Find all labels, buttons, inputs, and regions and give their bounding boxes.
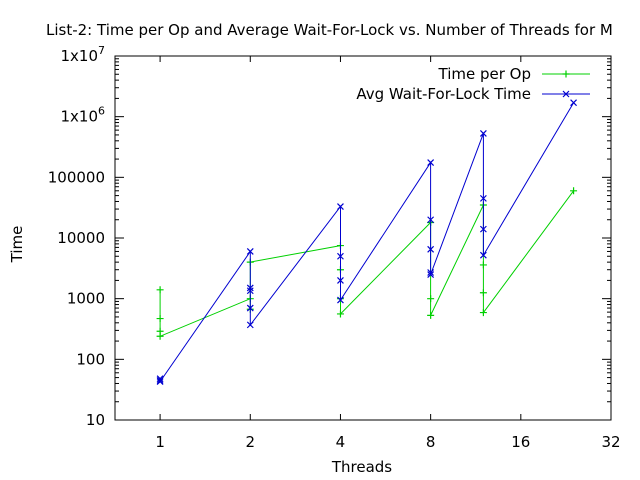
time-per-op-point: [479, 261, 487, 269]
wait-for-lock-point: [246, 284, 254, 292]
axes: 1 2 4 8 16 32 10 100 1000 10000 100000 1x106 1x107: [48, 44, 621, 451]
wait-for-lock-point: [570, 99, 577, 107]
time-per-op-point: [479, 289, 487, 297]
time-per-op-point: [427, 311, 435, 319]
wait-for-lock-point: [427, 159, 435, 167]
x-tick-label: 2: [246, 433, 256, 451]
wait-for-lock-point: [246, 287, 254, 295]
wait-for-lock-point: [479, 129, 487, 137]
time-per-op-point: [427, 295, 435, 303]
wait-for-lock-point: [479, 225, 487, 233]
x-tick-label: 8: [426, 433, 436, 451]
wait-for-lock-point: [337, 203, 344, 210]
time-per-op-point: [156, 332, 164, 340]
time-per-op-point: [479, 309, 487, 317]
legend-marker-1: [562, 70, 570, 78]
time-per-op-point: [156, 315, 164, 323]
wait-for-lock-point: [156, 375, 164, 383]
y-tick-exponent: 7: [98, 44, 105, 57]
y-tick-label: 1x107: [60, 44, 105, 65]
time-per-op-point: [156, 286, 164, 294]
chart-title: List-2: Time per Op and Average Wait-For…: [46, 21, 613, 39]
legend-marker-2: [562, 90, 570, 98]
y-tick-label: 1x106: [60, 105, 105, 126]
series-line-2: [159, 102, 575, 384]
series-layer: [156, 99, 578, 385]
wait-for-lock-point: [156, 376, 164, 384]
y-tick-label: 100000: [48, 168, 105, 186]
wait-for-lock-point: [479, 194, 487, 202]
wait-for-lock-point: [156, 378, 164, 385]
wait-for-lock-point: [337, 296, 344, 304]
y-tick-label: 10: [86, 411, 105, 429]
x-tick-label: 32: [601, 433, 620, 451]
wait-for-lock-point: [246, 304, 254, 312]
wait-for-lock-point: [337, 276, 344, 284]
x-tick-label: 16: [511, 433, 530, 451]
wait-for-lock-point: [427, 271, 435, 278]
wait-for-lock-point: [427, 216, 435, 224]
wait-for-lock-point: [427, 245, 435, 253]
wait-for-lock-point: [246, 248, 254, 255]
y-tick-exponent: 6: [98, 105, 105, 118]
y-axis-label: Time: [8, 226, 26, 264]
legend-label-2: Avg Wait-For-Lock Time: [356, 85, 531, 103]
time-per-op-point: [336, 310, 344, 318]
x-axis-label: Threads: [331, 458, 392, 476]
wait-for-lock-point: [246, 321, 254, 329]
wait-for-lock-point: [337, 252, 344, 260]
x-tick-label: 4: [336, 433, 346, 451]
legend: Time per Op Avg Wait-For-Lock Time: [356, 65, 590, 103]
x-tick-label: 1: [155, 433, 165, 451]
wait-for-lock-point: [427, 269, 435, 276]
y-tick-label: 1000: [67, 290, 105, 308]
wait-for-lock-point: [479, 251, 487, 259]
time-per-op-point: [570, 187, 578, 195]
y-tick-label: 100: [76, 350, 105, 368]
legend-label-1: Time per Op: [438, 65, 532, 83]
y-tick-label: 10000: [57, 229, 105, 247]
